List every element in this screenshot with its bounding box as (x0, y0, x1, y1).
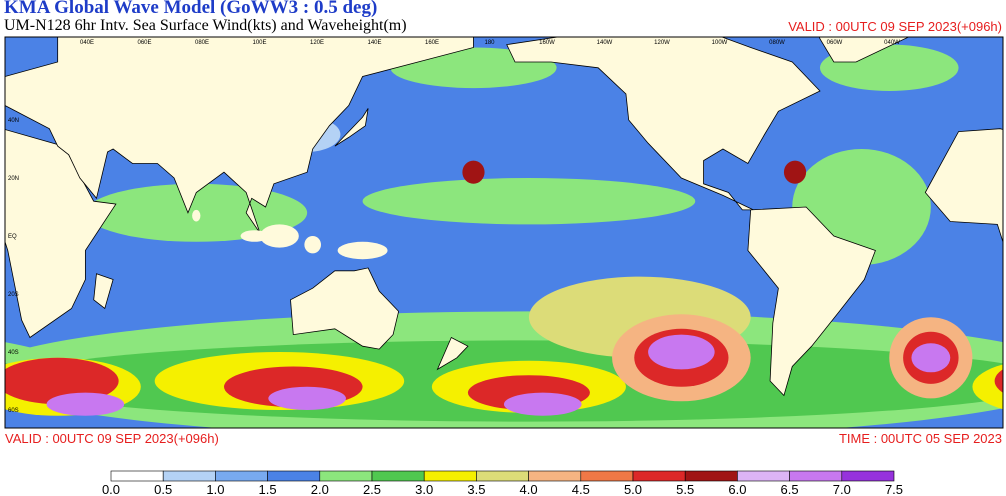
island (240, 230, 269, 242)
lat-label: 60S (8, 408, 19, 414)
land (5, 37, 474, 234)
lat-label: 40S (8, 350, 19, 356)
colorbar-label: 6.0 (728, 482, 746, 496)
colorbar-label: 0.5 (154, 482, 172, 496)
footer-valid: VALID : 00UTC 09 SEP 2023(+096h) (5, 431, 219, 446)
lat-label: 20S (8, 292, 19, 298)
colorbar-label: 1.0 (206, 482, 224, 496)
colorbar-cell (267, 470, 321, 482)
wave-field (994, 369, 1003, 393)
colorbar-label: 2.0 (311, 482, 329, 496)
lon-label: 100E (252, 40, 266, 46)
colorbar-label: 5.0 (624, 482, 642, 496)
colorbar-cell (371, 470, 425, 482)
subtitle: UM-N128 6hr Intv. Sea Surface Wind(kts) … (4, 17, 407, 34)
wave-field (362, 178, 696, 225)
colorbar-cell (476, 470, 529, 482)
lon-label: 140W (597, 40, 613, 46)
colorbar-cell (423, 470, 477, 482)
lon-label: 040W (884, 40, 900, 46)
wave-field (268, 386, 346, 410)
lon-label: 080E (195, 40, 209, 46)
colorbar: 0.0 0.5 1.0 1.5 2.0 2.5 3.0 3.5 4.0 4.5 5.0 5.5 6.0 6… (102, 470, 903, 496)
lon-label: 120W (654, 40, 670, 46)
map-frame (4, 36, 1004, 429)
lon-label: 040E (80, 40, 94, 46)
lat-label: EQ (8, 234, 17, 240)
colorbar-label: 7.0 (833, 482, 851, 496)
lon-label: 060W (827, 40, 843, 46)
colorbar-cell (737, 470, 790, 482)
lon-label: 120E (310, 40, 324, 46)
colorbar-cell (632, 470, 686, 482)
footer-time: TIME : 00UTC 05 SEP 2023 (839, 431, 1002, 446)
land (334, 108, 369, 147)
colorbar-cell (110, 470, 164, 482)
colorbar-label: 1.5 (259, 482, 277, 496)
colorbar-label: 5.5 (676, 482, 694, 496)
map: 040E 060E 080E 100E 120E 140E 160E 180 160W 140W 1… (5, 37, 1003, 428)
colorbar-label: 4.5 (572, 482, 590, 496)
wave-field (46, 392, 125, 416)
colorbar-cell (215, 470, 268, 482)
wave-field (783, 160, 807, 184)
lon-label: 180 (484, 40, 495, 46)
land (924, 128, 1003, 244)
lat-label: 40N (8, 118, 19, 124)
land (747, 206, 876, 397)
colorbar-cell (528, 470, 582, 482)
title: KMA Global Wave Model (GoWW3 : 0.5 deg) (4, 0, 377, 18)
lon-label: 140E (367, 40, 381, 46)
colorbar-label: 3.5 (467, 482, 485, 496)
wave-field (503, 392, 582, 416)
wave-field (972, 364, 1003, 410)
lon-label: 160E (425, 40, 439, 46)
colorbar-cell (684, 470, 738, 482)
land (506, 37, 821, 211)
valid-time: VALID : 00UTC 09 SEP 2023(+096h) (788, 19, 1002, 34)
land (290, 267, 400, 350)
colorbar-label: 4.0 (520, 482, 538, 496)
wave-field (648, 334, 715, 370)
island (192, 209, 201, 222)
colorbar-label: 7.5 (885, 482, 903, 496)
lon-label: 100W (712, 40, 728, 46)
wave-field (462, 160, 485, 184)
land (436, 336, 469, 371)
colorbar-label: 2.5 (363, 482, 381, 496)
lon-label: 080W (769, 40, 785, 46)
lon-label: 160W (539, 40, 555, 46)
colorbar-label: 0.0 (102, 482, 120, 496)
island (260, 224, 299, 248)
wave-field (5, 357, 119, 405)
island (304, 236, 322, 254)
land (818, 37, 910, 63)
lat-label: 20N (8, 176, 19, 182)
colorbar-label: 3.0 (415, 482, 433, 496)
colorbar-cell (319, 470, 373, 482)
colorbar-cell (789, 470, 843, 482)
colorbar-cell (580, 470, 634, 482)
colorbar-cell (841, 470, 895, 482)
wave-field (911, 343, 951, 373)
island (337, 241, 388, 260)
land (93, 273, 114, 310)
lon-label: 060E (137, 40, 151, 46)
land (5, 129, 117, 339)
colorbar-label: 6.5 (781, 482, 799, 496)
colorbar-cell (162, 470, 216, 482)
